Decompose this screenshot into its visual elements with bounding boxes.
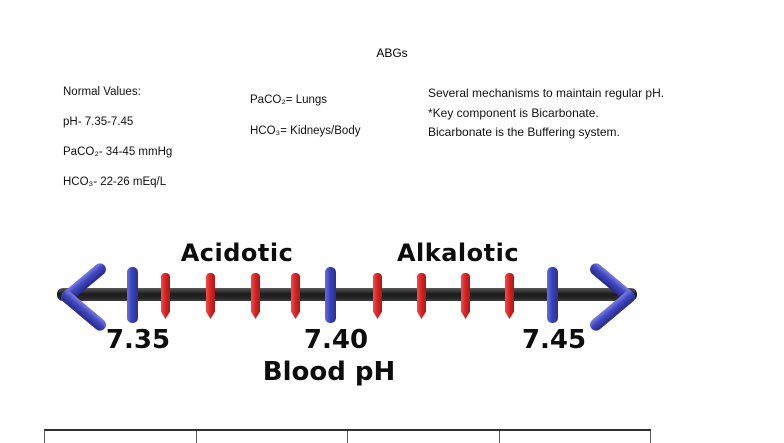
page-title: ABGs xyxy=(376,46,408,60)
major-tick xyxy=(547,267,558,323)
table-cell xyxy=(499,431,650,443)
normal-values-block: Normal Values: pH- 7.35-7.45 PaCO₂- 34-4… xyxy=(63,84,172,204)
major-tick xyxy=(127,267,138,323)
acidotic-label: Acidotic xyxy=(180,239,294,267)
minor-tick xyxy=(251,273,260,319)
minor-tick xyxy=(161,273,170,319)
organ-map-block: PaCO₂= Lungs HCO₃= Kidneys/Body xyxy=(250,92,360,154)
tick-label-7-45: 7.45 xyxy=(521,325,587,355)
normal-values-hco3: HCO₃- 22-26 mEq/L xyxy=(63,176,167,188)
buffering-notes-block: Several mechanisms to maintain regular p… xyxy=(428,84,664,143)
table-cell xyxy=(196,431,348,443)
arrow-arm xyxy=(587,288,638,334)
blood-ph-scale-figure: Acidotic Alkalotic 7.35 7.40 7.45 Blood … xyxy=(55,237,655,395)
alkalotic-label: Alkalotic xyxy=(396,239,520,267)
minor-tick xyxy=(373,273,382,319)
note-line: Several mechanisms to maintain regular p… xyxy=(428,86,665,100)
normal-values-heading: Normal Values: xyxy=(63,86,141,98)
ph-axis-bar xyxy=(57,288,637,301)
table xyxy=(44,429,651,443)
organ-map-hco3: HCO₃= Kidneys/Body xyxy=(250,125,361,137)
tick-label-7-35: 7.35 xyxy=(105,325,171,355)
organ-map-paco2: PaCO₂= Lungs xyxy=(250,94,328,106)
minor-tick xyxy=(417,273,426,319)
note-line: *Key component is Bicarbonate. xyxy=(428,105,599,120)
normal-values-ph: pH- 7.35-7.45 xyxy=(63,116,134,128)
axis-title: Blood pH xyxy=(262,357,396,387)
major-tick xyxy=(325,267,336,323)
table-cell xyxy=(45,431,197,443)
minor-tick xyxy=(505,273,514,319)
minor-tick xyxy=(291,273,300,319)
normal-values-paco2: PaCO₂- 34-45 mmHg xyxy=(63,146,173,158)
arrow-right-icon xyxy=(577,237,639,357)
table-cell xyxy=(348,431,500,443)
minor-tick xyxy=(461,273,470,319)
minor-tick xyxy=(206,273,215,319)
arrow-arm xyxy=(58,288,109,334)
tick-label-7-40: 7.40 xyxy=(303,325,369,355)
note-line: Bicarbonate is the Buffering system. xyxy=(428,125,620,139)
